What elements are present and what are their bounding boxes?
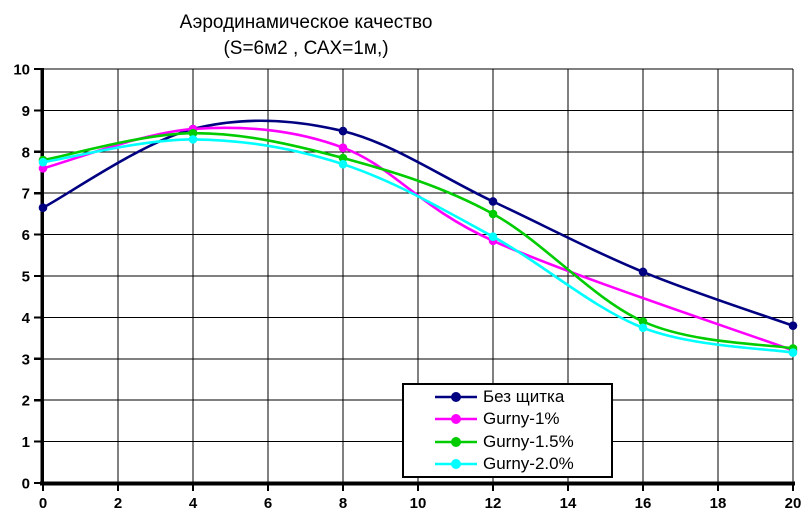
legend-item: Gurny-1.5% <box>435 432 611 452</box>
legend-item: Gurny-2.0% <box>435 454 611 474</box>
series-marker-3 <box>188 135 198 144</box>
series-marker-2 <box>188 128 198 138</box>
axes <box>34 67 795 491</box>
y-tick-label: 7 <box>22 186 30 203</box>
x-tick-label: 0 <box>39 495 47 512</box>
series-marker-2 <box>638 317 648 326</box>
x-tick-label: 4 <box>189 495 198 512</box>
series-marker-0 <box>638 267 648 277</box>
series-marker-0 <box>338 126 348 136</box>
series-marker-3 <box>788 348 798 357</box>
y-tick-label: 8 <box>22 144 30 161</box>
chart-title-line1: Аэродинамическое качество <box>179 12 433 33</box>
legend-item-label: Gurny-2.0% <box>483 453 574 473</box>
series-line-2 <box>41 131 795 350</box>
legend-item: Без щитка <box>435 387 611 407</box>
x-tick-label: 6 <box>264 495 272 512</box>
legend-item-label: Без щитка <box>483 387 565 407</box>
x-tick-label: 8 <box>339 495 347 512</box>
series-marker-2 <box>338 153 348 163</box>
legend-item-label: Gurny-1.5% <box>483 431 574 451</box>
legend-item: Gurny-1% <box>435 409 611 429</box>
y-tick-label: 3 <box>22 351 30 368</box>
x-tick-label: 14 <box>560 495 577 512</box>
x-tick-label: 12 <box>485 495 502 512</box>
y-tick-label: 5 <box>22 269 30 286</box>
series-marker-3 <box>488 232 498 241</box>
x-tick-label: 18 <box>710 495 727 512</box>
legend-line-marker-icon <box>435 458 477 469</box>
series-marker-1 <box>338 143 348 152</box>
y-tick-label: 0 <box>22 476 30 493</box>
y-tick-label: 1 <box>22 434 30 451</box>
series-marker-0 <box>488 197 498 206</box>
y-tick-label: 4 <box>22 310 31 327</box>
series-line-0 <box>41 119 795 327</box>
series-marker-0 <box>788 321 798 330</box>
series-marker-1 <box>38 164 48 173</box>
y-tick-label: 9 <box>22 103 30 120</box>
x-tick-label: 2 <box>114 495 122 512</box>
legend-item-label: Gurny-1% <box>483 409 560 429</box>
legend-line-marker-icon <box>435 414 477 425</box>
series-3 <box>38 135 798 357</box>
series-marker-3 <box>638 323 648 333</box>
series-marker-0 <box>38 203 48 212</box>
series-marker-3 <box>38 157 48 167</box>
x-tick-label: 16 <box>635 495 652 512</box>
y-tick-label: 10 <box>13 62 30 79</box>
legend-line-marker-icon <box>435 392 477 403</box>
y-tick-label: 6 <box>22 227 30 244</box>
series-line-3 <box>41 138 795 354</box>
chart-title-line2: (S=6м2 , САХ=1м,) <box>223 38 389 59</box>
y-tick-label: 2 <box>22 393 30 410</box>
legend: Без щитка Gurny-1% Gurny-1.5% Gurny-2.0% <box>402 383 613 478</box>
legend-line-marker-icon <box>435 436 477 447</box>
series-marker-3 <box>338 159 348 169</box>
series-line-1 <box>41 126 795 352</box>
x-tick-label: 20 <box>785 495 802 512</box>
series-marker-2 <box>488 209 498 219</box>
x-tick-label: 10 <box>410 495 427 512</box>
